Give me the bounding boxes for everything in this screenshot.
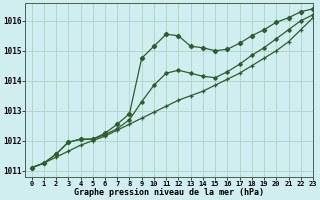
X-axis label: Graphe pression niveau de la mer (hPa): Graphe pression niveau de la mer (hPa): [74, 188, 264, 197]
